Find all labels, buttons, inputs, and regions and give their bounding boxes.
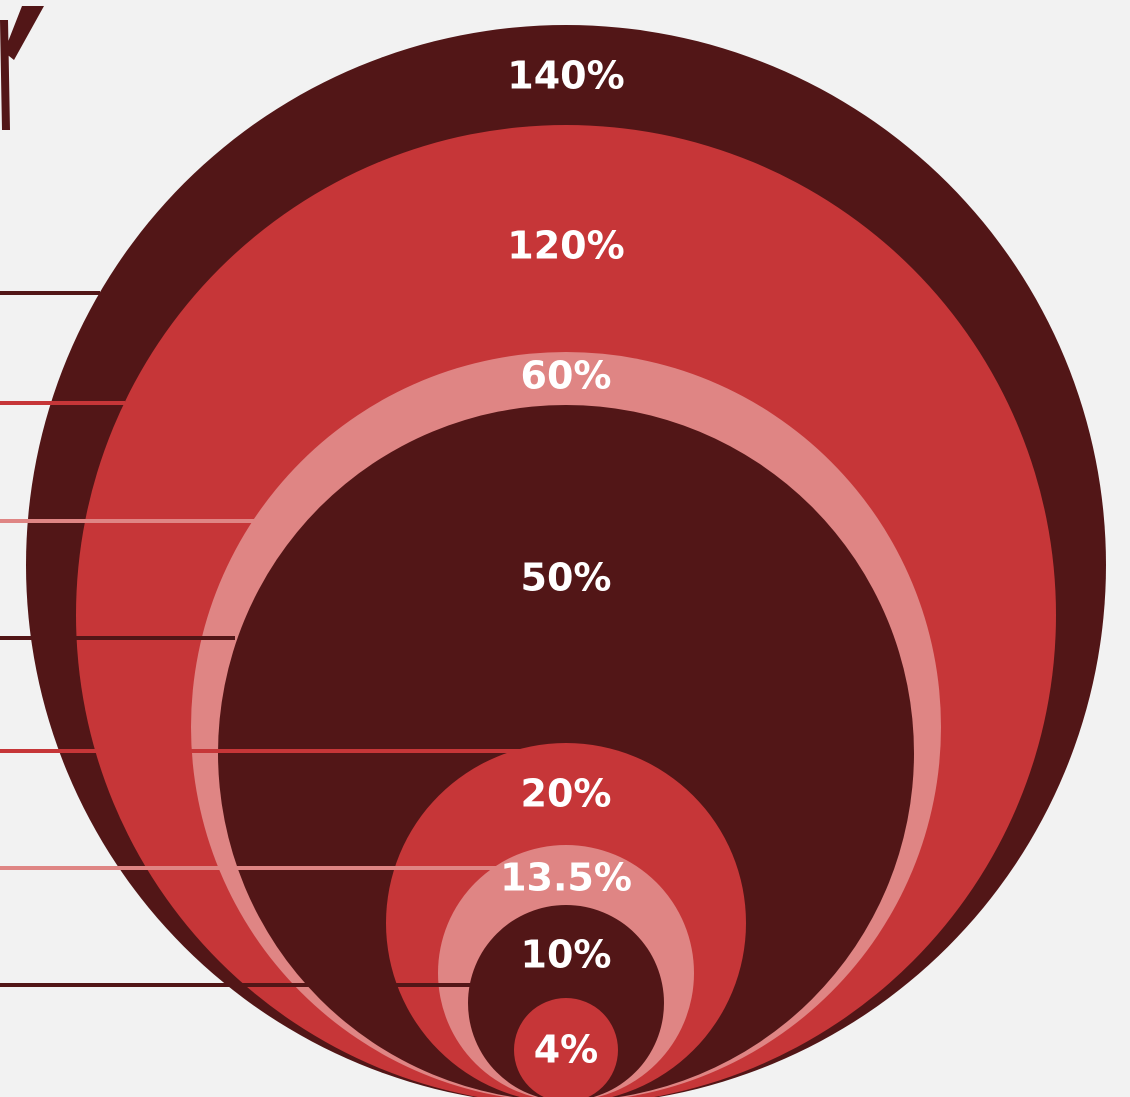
- label-120pct: 120%: [507, 224, 624, 268]
- label-4pct: 4%: [534, 1028, 599, 1072]
- label-10pct: 10%: [521, 933, 612, 977]
- label-50pct: 50%: [521, 556, 612, 600]
- label-13-5pct: 13.5%: [500, 856, 632, 900]
- labels-group: 140% 120% 60% 50% 20% 13.5% 10% 4%: [500, 54, 632, 1072]
- title-letter-fragment: [0, 6, 44, 130]
- circle-4pct: [514, 998, 618, 1097]
- label-20pct: 20%: [521, 772, 612, 816]
- label-140pct: 140%: [507, 54, 624, 98]
- label-60pct: 60%: [521, 354, 612, 398]
- circles-group: [0, 25, 1106, 1097]
